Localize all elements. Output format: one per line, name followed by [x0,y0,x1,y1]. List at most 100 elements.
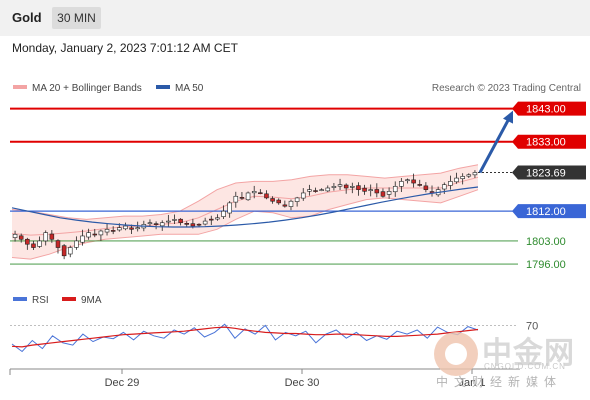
candle-body [227,202,232,214]
bollinger-upper [11,164,479,220]
candle-body [86,232,91,238]
candle-body [209,218,214,221]
rsi-panel: 70 [10,320,538,353]
candle-body [337,184,343,187]
candle-body [37,240,42,247]
candle-body [172,219,177,221]
candle-body [472,172,478,176]
candle-body [98,230,104,236]
candle-body [67,247,73,255]
candle-body [159,222,165,227]
price-tag-support-bg [512,204,586,219]
candle-body [147,222,153,225]
timeframe-button[interactable]: 30 MIN [52,7,101,29]
candle-body [43,232,48,242]
candle-body [331,186,337,188]
candle-body [215,217,220,220]
price-tag-minor-label: 1796.00 [526,259,566,271]
candle-body [392,186,398,193]
candle-body [153,223,159,225]
candle-body [423,185,429,190]
candle-body [74,240,79,248]
candle-body [184,222,190,225]
candle-body [18,235,24,240]
candle-body [123,225,128,230]
candle-body [343,184,349,189]
x-tick-label: Jan 1 [459,377,486,389]
candle-body [25,238,30,245]
candle-body [221,210,226,217]
price-tag-resistance-label: 1833.00 [526,137,566,149]
price-tag-support-label: 1812.00 [526,206,566,218]
candle-body [245,192,251,201]
forecast-arrow [478,110,513,174]
candle-body [110,230,116,232]
candle-body [399,181,404,187]
price-tags: 1843.00 1833.00 1823.69 1812.00 1803.00 1796.… [512,101,586,271]
chart-datetime: Monday, January 2, 2023 7:01:12 AM CET [12,41,238,55]
candle-body [276,199,281,204]
candle-body [374,189,380,194]
candle-body [319,189,324,191]
candle-body [92,233,98,236]
watermark-subtitle: 中文财经新媒体 [436,375,563,389]
candle-body [405,179,410,182]
bollinger-legend-label: MA 20 + Bollinger Bands [32,83,142,94]
ma50-legend-label: MA 50 [175,83,204,94]
candle-body [368,189,373,191]
candle-body [80,235,85,243]
candle-body [307,189,312,192]
candle-body [239,197,245,199]
price-tag-resistance-label: 1843.00 [526,104,566,116]
candle-body [380,191,386,197]
candle-body [233,195,239,203]
candle-body [129,227,134,230]
price-tag-last-bg [512,165,586,180]
candle-body [196,223,202,226]
forecast-arrow-head [503,110,513,124]
x-axis-ticks: Dec 29 Dec 30 Jan 1 [105,369,486,389]
chart-header: Gold 30 MIN [0,0,590,36]
price-tag-resistance-bg [512,134,586,149]
candle-body [166,220,171,223]
candle-body [294,197,300,202]
candle-body [350,186,355,188]
candle-body [49,233,55,240]
price-tag-last-label: 1823.69 [526,167,566,179]
moving-averages [11,186,479,228]
candle-body [288,200,294,207]
rsi-legend-label: RSI [32,295,49,306]
watermark-logo-icon [434,332,478,376]
candle-body [117,227,122,231]
candle-body [135,227,140,230]
candle-body [300,192,306,199]
x-tick-label: Dec 29 [105,377,140,389]
rsi-level-label: 70 [526,320,538,332]
candle-body [264,193,269,199]
watermark-url: CNGOLD.COM.CN [484,362,566,371]
candle-body [411,179,416,184]
candle-body [282,204,288,207]
candle-body [258,192,263,195]
ma20-line [11,176,479,236]
candle-body [12,234,18,238]
candle-body [202,220,208,225]
candle-body [442,184,447,190]
candle-body [31,243,36,248]
rsi-ma-legend-label: 9MA [81,295,102,306]
bollinger-band [11,164,479,260]
candles [12,170,478,260]
candle-body [356,185,361,190]
watermark-name: 中金网 [482,336,575,371]
research-credit: Research © 2023 Trading Central [432,83,581,94]
price-tag-minor-label: 1803.00 [526,236,566,248]
candle-body [417,184,423,186]
asset-name: Gold [12,10,42,25]
candle-body [178,218,183,224]
candle-body [270,198,275,202]
candle-body [55,240,61,248]
candle-body [448,181,453,186]
candle-body [466,174,472,177]
candle-body [61,245,67,257]
